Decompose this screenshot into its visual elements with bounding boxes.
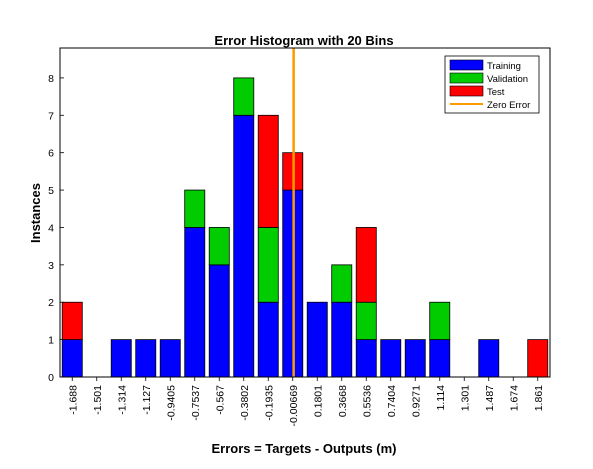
- bar-training-5: [184, 227, 206, 378]
- x-tick-label: -0.3802: [239, 385, 251, 421]
- bar-validation-8: [257, 227, 279, 303]
- x-tick-label: -0.9405: [165, 385, 177, 421]
- y-tick-label: 8: [48, 73, 54, 85]
- bar-training-7: [233, 114, 255, 378]
- x-tick-label: 0.5536: [361, 385, 373, 417]
- bar-validation-12: [355, 301, 377, 341]
- bar-training-12: [355, 339, 377, 378]
- bar-training-6: [208, 264, 230, 378]
- x-tick-label: 0.1801: [312, 385, 324, 417]
- x-tick-label: 1.861: [533, 385, 545, 411]
- x-tick-label: -0.7537: [190, 385, 202, 421]
- bar-training-8: [257, 301, 279, 378]
- plot-frame: [59, 47, 551, 378]
- x-tick-label: 1.674: [508, 385, 520, 411]
- x-tick-label: 0.7404: [386, 385, 398, 417]
- x-tick-label: 1.487: [484, 385, 496, 411]
- bars-group: [61, 77, 549, 378]
- bar-training-0: [61, 339, 83, 378]
- y-tick-label: 2: [48, 297, 54, 309]
- x-tick-label: -1.314: [116, 385, 128, 415]
- x-tick-label: -0.1935: [263, 385, 275, 421]
- bar-training-17: [478, 339, 500, 378]
- x-tick-label: 0.3668: [337, 385, 349, 417]
- x-tick-label: -0.567: [214, 385, 226, 415]
- bar-training-11: [331, 301, 353, 378]
- x-tick-label: -1.501: [92, 385, 104, 415]
- bar-test-12: [355, 227, 377, 303]
- x-tick-group: -1.688 -1.501 -1.314 -1.127 -0.9405 -0.7537 -0…: [67, 377, 545, 426]
- legend-swatch-training: [449, 59, 484, 71]
- x-tick-label: 0.9271: [410, 385, 422, 417]
- bar-training-15: [429, 339, 451, 378]
- bar-training-2: [110, 339, 132, 378]
- bar-validation-15: [429, 301, 451, 341]
- x-tick-label: -1.688: [67, 385, 79, 415]
- bar-test-0: [61, 301, 83, 341]
- bar-validation-7: [233, 77, 255, 116]
- legend-label-zero-error: Zero Error: [487, 100, 530, 111]
- x-tick-label: -1.127: [141, 385, 153, 415]
- bar-training-10: [306, 301, 328, 378]
- y-tick-label: 1: [48, 335, 54, 347]
- legend: Training Validation Test Zero Error: [444, 55, 540, 114]
- x-axis-label: Errors = Targets - Outputs (m): [211, 441, 396, 456]
- bar-training-14: [404, 339, 426, 378]
- y-tick-label: 5: [48, 185, 54, 197]
- y-tick-group: 0 1 2 3 4 5 6 7 8: [48, 73, 64, 384]
- chart-title: Error Histogram with 20 Bins: [214, 33, 393, 48]
- bar-validation-11: [331, 264, 353, 303]
- legend-label-test: Test: [487, 87, 505, 98]
- bar-test-19: [527, 339, 549, 378]
- bar-training-3: [135, 339, 157, 378]
- y-tick-label: 0: [48, 372, 54, 384]
- bar-test-8: [257, 114, 279, 228]
- y-tick-label: 3: [48, 260, 54, 272]
- bar-validation-5: [184, 189, 206, 228]
- legend-label-training: Training: [487, 61, 521, 72]
- bar-training-4: [159, 339, 181, 378]
- y-tick-label: 7: [48, 110, 54, 122]
- bar-validation-6: [208, 227, 230, 266]
- y-tick-label: 4: [48, 222, 54, 234]
- bar-training-13: [380, 339, 402, 378]
- legend-swatch-validation: [449, 72, 484, 84]
- legend-label-validation: Validation: [487, 74, 528, 85]
- y-axis-label: Instances: [28, 183, 43, 243]
- x-tick-label: -0.00669: [288, 385, 300, 427]
- x-tick-label: 1.301: [459, 385, 471, 411]
- y-tick-label: 6: [48, 148, 54, 160]
- legend-swatch-test: [449, 85, 484, 97]
- x-tick-label: 1.114: [435, 385, 447, 411]
